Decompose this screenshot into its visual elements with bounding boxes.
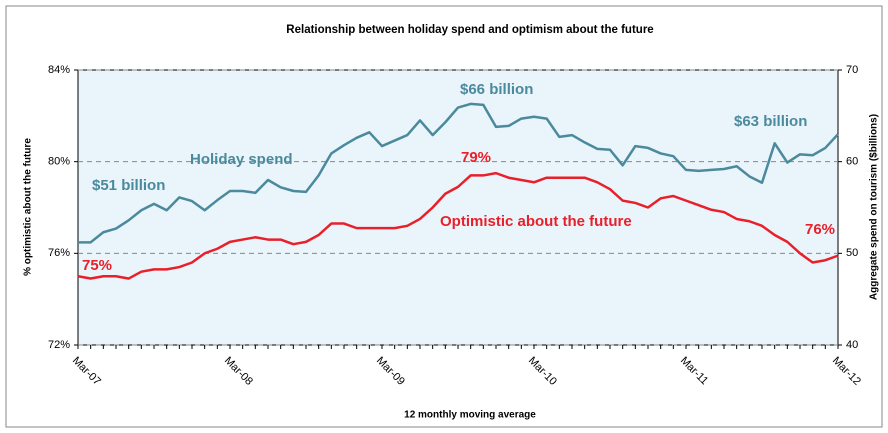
plot-background [77, 69, 839, 346]
annotation: 79% [461, 149, 491, 166]
y-axis-title: % optimistic about the future [23, 138, 34, 276]
y2-tick-label: 40 [846, 339, 858, 351]
x-axis-title: 12 monthly moving average [404, 410, 536, 421]
annotation: $51 billion [92, 177, 165, 194]
series-label: Optimistic about the future [440, 213, 632, 230]
y2-tick-label: 50 [846, 247, 858, 259]
annotation: 76% [805, 221, 835, 238]
y-tick-label: 76% [48, 247, 70, 259]
y2-axis-title: Aggregate spend on tourism ($billions) [869, 114, 880, 300]
annotation: $63 billion [734, 113, 807, 130]
chart-title: Relationship between holiday spend and o… [286, 24, 653, 36]
annotations: $51 billion Holiday spend $66 billion $6… [82, 81, 835, 274]
y2-tick-label: 60 [846, 156, 858, 168]
annotation: $66 billion [460, 81, 533, 98]
series-line [78, 102, 839, 244]
y2-tick-label: 70 [846, 64, 858, 76]
series-line [77, 171, 839, 280]
y-tick-label: 84% [48, 64, 70, 76]
annotation: 75% [82, 257, 112, 274]
y-tick-label: 80% [48, 156, 70, 168]
y-tick-label: 72% [48, 339, 70, 351]
series-label: Holiday spend [190, 151, 293, 168]
